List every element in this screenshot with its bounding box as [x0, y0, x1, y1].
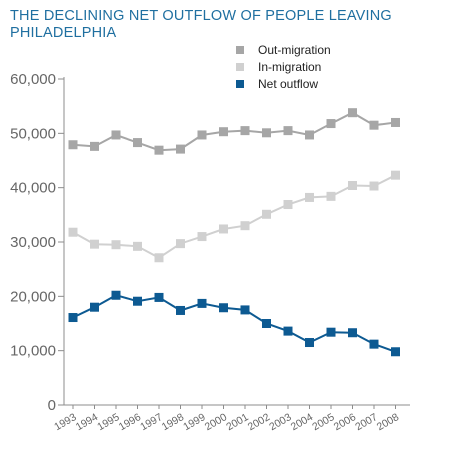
- net-outflow-point: [176, 305, 185, 315]
- y-tick-label: 10,000: [10, 343, 56, 360]
- in-migration-legend-marker: [236, 63, 244, 71]
- out-migration-point: [262, 128, 271, 138]
- net-outflow-point: [348, 328, 357, 338]
- in-migration-point: [262, 209, 271, 219]
- net-outflow-point: [111, 290, 121, 300]
- y-tick-label: 40,000: [10, 180, 56, 197]
- net-outflow-point: [283, 326, 293, 336]
- out-migration-point: [176, 144, 185, 154]
- net-outflow-point: [262, 319, 271, 328]
- out-migration-point: [111, 130, 121, 140]
- out-migration-point: [369, 120, 379, 130]
- in-migration-point: [369, 181, 379, 191]
- net-outflow-point: [68, 313, 78, 323]
- out-migration-point: [348, 108, 357, 118]
- y-axis-ticks: 0 10,000 20,000 30,000 40,000 50,000 60,000: [10, 71, 64, 414]
- net-outflow-point: [154, 292, 164, 302]
- in-migration-point: [154, 253, 164, 263]
- net-outflow-point: [133, 296, 142, 306]
- out-migration-point: [133, 138, 142, 148]
- net-outflow-point: [197, 298, 207, 308]
- net-outflow-point: [305, 338, 314, 348]
- net-outflow-point: [219, 303, 228, 313]
- out-migration-point: [240, 126, 250, 136]
- in-migration-point: [111, 240, 121, 250]
- out-migration-point: [90, 141, 99, 151]
- out-migration-legend-label: Out-migration: [258, 43, 331, 57]
- y-tick-label: 60,000: [10, 71, 56, 88]
- out-migration-point: [305, 130, 314, 140]
- out-migration-point: [326, 119, 336, 129]
- in-migration-legend-label: In-migration: [258, 60, 321, 74]
- chart-title: THE DECLINING NET OUTFLOW OF PEOPLE LEAV…: [10, 8, 392, 41]
- in-migration-line: [72, 174, 396, 259]
- in-migration-point: [197, 232, 207, 242]
- in-migration-point: [391, 170, 400, 180]
- in-migration-point: [176, 239, 185, 249]
- y-tick-label: 0: [48, 397, 56, 414]
- in-migration-point: [305, 192, 314, 202]
- y-tick-label: 50,000: [10, 125, 56, 142]
- chart-series: [68, 108, 400, 357]
- in-migration-point: [90, 239, 99, 249]
- net-outflow-legend-label: Net outflow: [258, 77, 318, 91]
- net-outflow-point: [90, 302, 99, 312]
- in-migration-point: [326, 191, 336, 201]
- out-migration-legend-marker: [236, 46, 244, 54]
- net-outflow-point: [391, 347, 400, 357]
- x-tick-label: 2008: [375, 411, 401, 433]
- out-migration-point: [219, 127, 228, 137]
- in-migration-point: [283, 200, 293, 210]
- in-migration-point: [348, 180, 357, 190]
- net-outflow-point: [240, 305, 250, 315]
- in-migration-point: [68, 227, 78, 237]
- net-outflow-line: [72, 294, 396, 353]
- net-outflow-point: [369, 339, 379, 349]
- out-migration-point: [68, 140, 78, 150]
- in-migration-point: [133, 241, 142, 251]
- out-migration-point: [154, 145, 164, 155]
- y-tick-label: 30,000: [10, 234, 56, 251]
- net-outflow-point: [326, 327, 336, 337]
- in-migration-point: [219, 224, 228, 234]
- in-migration-point: [240, 221, 250, 231]
- chart-legend: Out-migration In-migration Net outflow: [236, 43, 331, 91]
- out-migration-line: [72, 111, 396, 152]
- y-tick-label: 20,000: [10, 288, 56, 305]
- out-migration-point: [391, 117, 400, 127]
- out-migration-point: [283, 126, 293, 136]
- net-outflow-legend-marker: [236, 80, 244, 88]
- x-axis-ticks: 1993199419951996199719981999200020012002…: [52, 405, 401, 433]
- out-migration-point: [197, 130, 207, 140]
